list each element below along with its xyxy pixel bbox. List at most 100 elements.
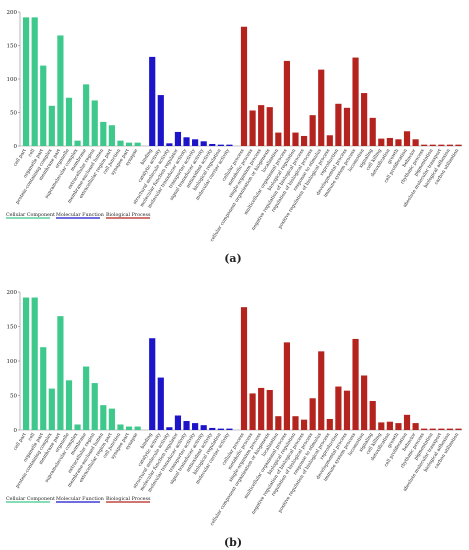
legend-label: Cellular Component: [6, 212, 55, 218]
y-tick-label: 150: [7, 325, 18, 331]
bar: [48, 388, 55, 430]
bar: [157, 377, 164, 430]
bar: [108, 408, 115, 430]
bar: [446, 144, 454, 146]
panel-label-a: (a): [224, 252, 242, 265]
bar: [166, 143, 173, 146]
bar: [266, 389, 273, 430]
bar: [283, 60, 290, 146]
bar: [300, 135, 308, 146]
bar: [361, 375, 368, 430]
bar: [183, 137, 190, 146]
bar: [326, 135, 333, 146]
bar: [446, 428, 454, 430]
bar: [192, 423, 199, 430]
x-tick-label: cell part: [12, 432, 27, 452]
y-tick-label: 150: [7, 44, 18, 50]
bar: [157, 95, 164, 146]
bar: [421, 428, 428, 430]
bar: [335, 103, 342, 146]
bar: [403, 414, 411, 430]
bar: [275, 132, 282, 146]
bar: [369, 117, 376, 146]
bar: [149, 338, 156, 430]
bar: [31, 17, 38, 146]
bar: [378, 138, 385, 146]
bar: [57, 316, 64, 430]
bar: [48, 105, 55, 146]
bar: [292, 132, 299, 146]
panel-label-b: (b): [224, 536, 242, 549]
bar: [369, 401, 376, 430]
legend-label: Cellular Component: [6, 496, 55, 502]
bar: [455, 428, 462, 430]
bar: [40, 347, 47, 430]
bar: [226, 428, 233, 430]
bar: [429, 428, 436, 430]
bar: [412, 139, 419, 146]
bar: [318, 69, 325, 146]
legend-label: Molecular Function: [56, 212, 104, 218]
bar: [65, 380, 73, 430]
bar: [23, 297, 30, 430]
bar: [292, 416, 299, 430]
bar: [192, 139, 199, 146]
bar: [23, 17, 30, 146]
bar: [74, 424, 81, 430]
bar: [40, 65, 47, 146]
bar: [226, 144, 233, 146]
legend-label: Molecular Function: [56, 496, 104, 502]
bar: [378, 422, 385, 430]
bar: [395, 139, 402, 146]
bar: [438, 428, 445, 430]
x-tick-label: cell part: [12, 148, 27, 168]
bar: [300, 419, 308, 430]
bar: [217, 428, 224, 430]
bar: [117, 424, 124, 430]
bar: [343, 390, 351, 430]
bar: [200, 141, 207, 146]
bar: [266, 107, 273, 146]
bar: [386, 137, 393, 146]
bar: [174, 131, 182, 146]
bar: [249, 393, 256, 430]
bar: [209, 427, 216, 430]
bar: [361, 93, 368, 146]
bar: [166, 427, 173, 430]
x-tick-label: cell: [27, 431, 37, 442]
bar: [174, 415, 182, 430]
bar: [83, 366, 90, 430]
bar: [438, 144, 445, 146]
bar: [326, 418, 333, 430]
y-tick-label: 100: [7, 77, 18, 83]
bar: [412, 423, 419, 430]
bar: [352, 338, 359, 430]
bar: [183, 421, 190, 430]
bar: [31, 297, 38, 430]
bar: [352, 57, 359, 147]
bar: [100, 121, 107, 146]
bar: [134, 142, 141, 146]
bar: [403, 131, 411, 146]
bar: [209, 143, 216, 146]
bar: [117, 140, 124, 146]
y-tick-label: 100: [7, 359, 18, 365]
bar: [125, 142, 133, 146]
y-tick-label: 0: [14, 428, 18, 434]
bar: [240, 26, 248, 147]
bar: [309, 398, 316, 430]
bar: [57, 35, 64, 147]
bar: [91, 383, 98, 430]
bar: [318, 351, 325, 430]
bar: [200, 425, 207, 430]
bar: [134, 426, 141, 430]
legend-label: Biological Process: [106, 212, 151, 218]
bar: [149, 56, 156, 146]
bar: [395, 423, 402, 430]
y-tick-label: 50: [10, 394, 17, 400]
bar: [83, 84, 90, 146]
y-tick-label: 200: [7, 290, 18, 296]
